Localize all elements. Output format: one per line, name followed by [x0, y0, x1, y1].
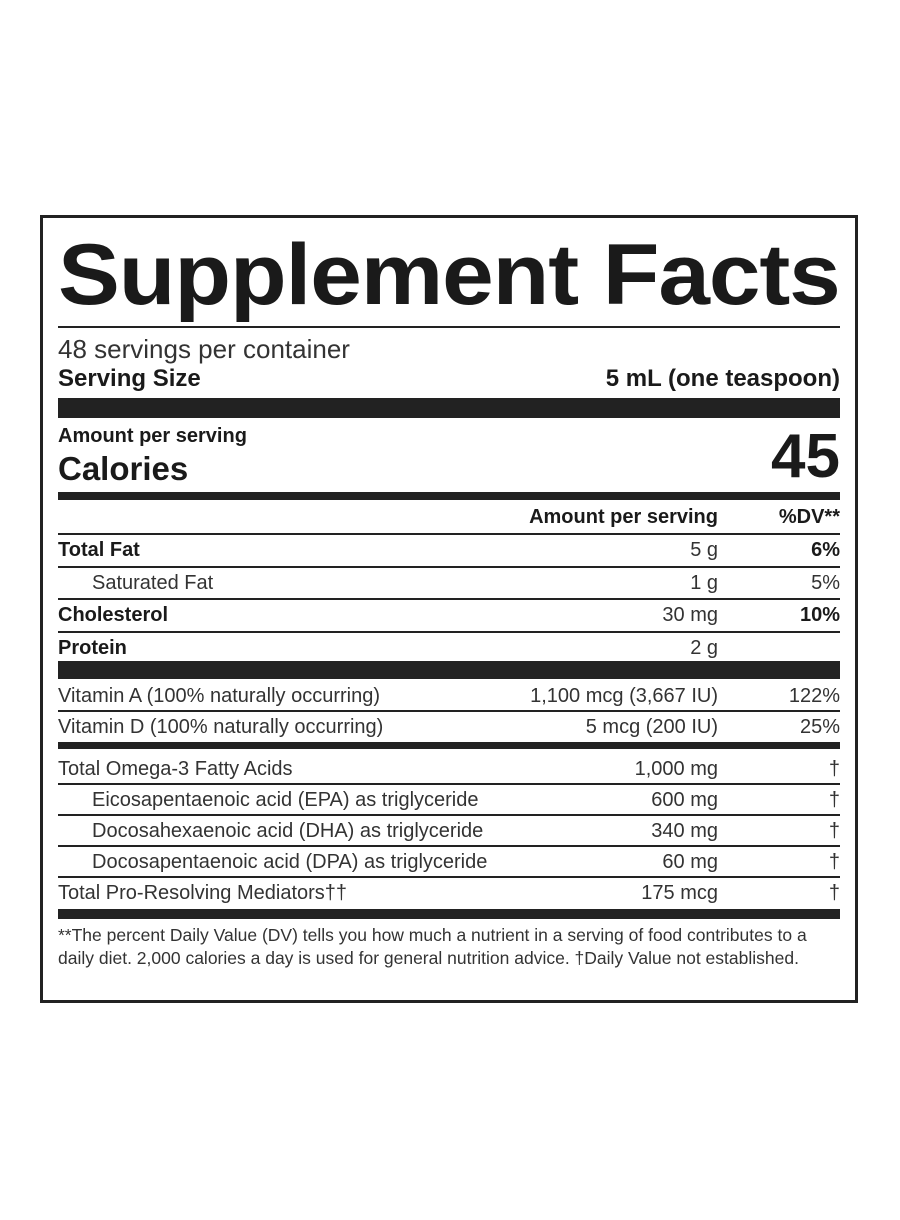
nutrient-dv: † [828, 820, 840, 842]
supplement-facts-panel: Supplement Facts 48 servings per contain… [40, 215, 858, 1003]
nutrient-name: Saturated Fat [92, 571, 214, 594]
nutrient-amount: 340 mg [651, 820, 718, 842]
nutrient-amount: 2 g [690, 636, 718, 659]
nutrient-dv: † [828, 882, 840, 904]
nutrient-name: Eicosapentaenoic acid (EPA) as triglycer… [92, 789, 479, 811]
medium-bar [58, 492, 840, 500]
nutrient-amount: 60 mg [662, 851, 718, 873]
nutrient-amount: 1,100 mcg (3,667 IU) [530, 685, 718, 707]
nutrient-dv: † [828, 851, 840, 873]
panel-title: Supplement Facts [58, 227, 841, 323]
nutrient-row: Cholesterol 30 mg 10% [58, 600, 840, 631]
calories-value: 45 [771, 422, 840, 491]
nutrient-name: Vitamin D (100% naturally occurring) [58, 716, 384, 738]
nutrient-amount: 1,000 mg [634, 758, 718, 780]
nutrient-amount: 5 mcg (200 IU) [585, 716, 718, 738]
nutrient-name: Docosapentaenoic acid (DPA) as triglycer… [92, 851, 488, 873]
serving-size-label: Serving Size [58, 365, 201, 392]
thick-bar [58, 398, 840, 418]
nutrient-row: Total Pro-Resolving Mediators†† 175 mcg † [58, 878, 840, 909]
row-divider [58, 876, 840, 878]
column-header: Amount per serving %DV** [58, 502, 840, 533]
nutrient-name: Total Fat [58, 539, 140, 561]
thick-bar [58, 909, 840, 919]
nutrient-row: Eicosapentaenoic acid (EPA) as triglycer… [58, 785, 840, 816]
nutrient-name: Protein [58, 636, 127, 659]
row-divider [58, 783, 840, 785]
nutrient-dv: † [828, 758, 840, 780]
nutrient-row: Docosahexaenoic acid (DHA) as triglyceri… [58, 816, 840, 847]
amount-per-serving-label: Amount per serving [58, 425, 247, 447]
nutrient-row: Saturated Fat 1 g 5% [58, 568, 840, 599]
nutrient-dv: 25% [799, 716, 840, 738]
nutrient-amount: 5 g [690, 539, 718, 561]
row-divider [58, 710, 840, 712]
nutrient-name: Cholesterol [58, 604, 169, 626]
row-divider [58, 845, 840, 847]
nutrient-name: Docosahexaenoic acid (DHA) as triglyceri… [92, 820, 484, 842]
row-divider [58, 533, 840, 535]
nutrient-row: Total Fat 5 g 6% [58, 535, 840, 566]
servings-per-container: 48 servings per container [58, 334, 350, 364]
row-divider [58, 598, 840, 600]
row-divider [58, 565, 840, 568]
thick-bar [58, 661, 840, 679]
nutrient-row: Vitamin D (100% naturally occurring) 5 mc… [58, 712, 840, 743]
nutrient-dv: 5% [811, 571, 840, 594]
nutrient-dv: 6% [811, 539, 840, 561]
nutrient-name: Vitamin A (100% naturally occurring) [58, 685, 381, 707]
nutrient-amount: 600 mg [651, 789, 718, 811]
nutrient-amount: 1 g [690, 571, 718, 594]
footnote: **The percent Daily Value (DV) tells you… [58, 925, 807, 968]
row-divider [58, 630, 840, 633]
nutrient-name: Total Omega-3 Fatty Acids [58, 758, 293, 780]
nutrient-row: Total Omega-3 Fatty Acids 1,000 mg † [58, 754, 840, 785]
nutrient-dv: † [828, 789, 840, 811]
serving-size-value: 5 mL (one teaspoon) [605, 365, 840, 392]
nutrient-row: Docosapentaenoic acid (DPA) as triglycer… [58, 847, 840, 878]
nutrient-row: Vitamin A (100% naturally occurring) 1,10… [58, 681, 840, 712]
divider [58, 326, 840, 328]
amount-column-header: Amount per serving [529, 506, 718, 528]
nutrient-amount: 30 mg [662, 604, 718, 626]
nutrient-row: Protein 2 g [58, 633, 840, 664]
nutrient-dv: 10% [799, 604, 840, 626]
nutrient-dv: 122% [788, 685, 840, 707]
medium-bar [58, 742, 840, 749]
dv-column-header: %DV** [778, 506, 840, 528]
nutrient-amount: 175 mcg [641, 882, 718, 904]
nutrient-name: Total Pro-Resolving Mediators†† [58, 882, 348, 904]
calories-label: Calories [58, 450, 189, 487]
row-divider [58, 814, 840, 816]
